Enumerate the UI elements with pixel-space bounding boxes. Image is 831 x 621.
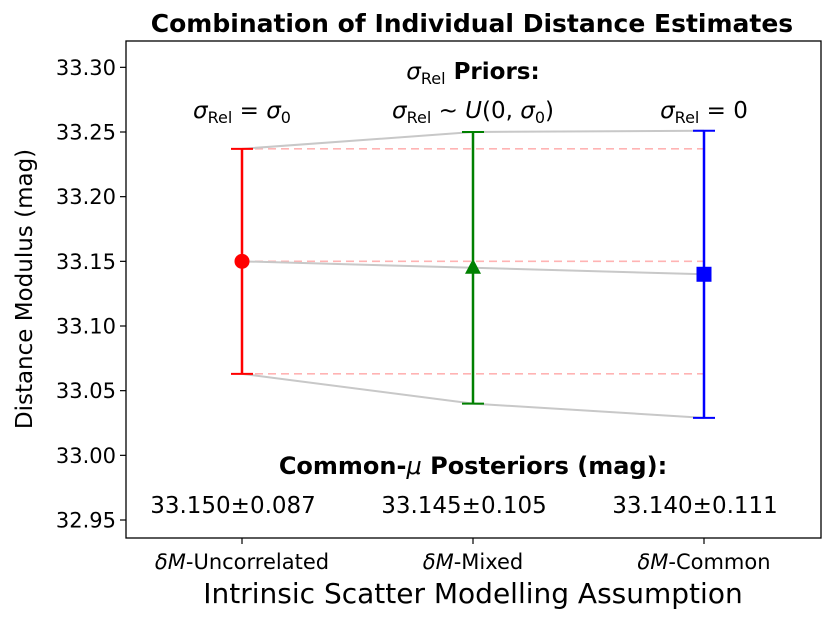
priors-heading: σRel Priors: [406,59,539,88]
annotations: σRel Priors: σRel = σ0 σRel ~ U(0, σ0) σRel… [150,59,778,519]
y-tick-label: 33.15 [56,250,116,274]
y-tick-label: 33.00 [56,444,116,468]
y-tick-label: 33.30 [56,56,116,80]
y-axis-ticks: 32.95 33.00 33.05 33.10 33.15 33.20 33.25 33.30 [56,56,126,533]
posteriors-heading: Common-μ Posteriors (mag): [279,452,667,480]
y-tick-label: 33.25 [56,121,116,145]
data-markers [234,253,712,282]
posterior-value: 33.145±0.105 [381,493,547,519]
y-tick-label: 33.05 [56,379,116,403]
data-point-circle [234,253,250,269]
chart-title: Combination of Individual Distance Estim… [151,9,793,38]
x-tick-label: δM-Mixed [423,550,524,574]
y-tick-label: 32.95 [56,509,116,533]
y-tick-label: 33.20 [56,185,116,209]
posterior-value: 33.150±0.087 [150,493,316,519]
x-axis-ticks: δM-Uncorrelated δM-Mixed δM-Common [155,538,771,574]
x-tick-label: δM-Common [637,550,770,574]
y-tick-label: 33.10 [56,315,116,339]
error-bars [231,129,715,419]
data-point-triangle [465,258,481,274]
posterior-value: 33.140±0.111 [612,493,778,519]
x-axis-label: Intrinsic Scatter Modelling Assumption [203,577,742,610]
x-tick-label: δM-Uncorrelated [155,550,329,574]
y-axis-label: Distance Modulus (mag) [12,149,38,429]
prior-label: σRel = 0 [660,98,748,127]
data-point-square [696,266,712,282]
prior-label: σRel = σ0 [193,98,291,127]
prior-label: σRel ~ U(0, σ0) [392,98,554,127]
reference-lines [242,148,704,375]
